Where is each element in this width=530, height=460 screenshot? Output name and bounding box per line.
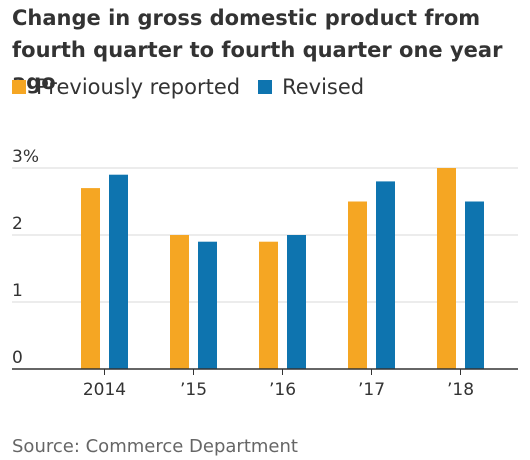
y-tick-label-0: 0 <box>12 348 23 368</box>
x-tick-label-2: ’16 <box>269 380 296 400</box>
bar-revised-0 <box>109 174 128 369</box>
bar-revised-4 <box>465 201 484 369</box>
bar-revised-1 <box>198 241 217 369</box>
y-tick-label-2: 2 <box>12 214 23 234</box>
bar-previously-reported-1 <box>170 235 189 369</box>
bar-revised-3 <box>376 181 395 369</box>
x-tick-label-4: ’18 <box>447 380 474 400</box>
legend-item-revised: Revised <box>258 75 364 99</box>
x-tick-label-3: ’17 <box>358 380 385 400</box>
y-tick-label-1: 1 <box>12 281 23 301</box>
legend-item-previously-reported: Previously reported <box>12 75 240 99</box>
source-note: Source: Commerce Department <box>12 436 298 457</box>
chart-title: Change in gross domestic product from fo… <box>12 6 503 94</box>
y-tick-label-3: 3% <box>12 147 39 167</box>
bar-previously-reported-4 <box>437 168 456 369</box>
legend-swatch-revised <box>258 80 273 94</box>
legend-swatch-previously-reported <box>12 80 26 94</box>
x-tick-label-0: 2014 <box>83 380 126 400</box>
bar-previously-reported-0 <box>81 188 100 369</box>
bar-previously-reported-2 <box>259 241 278 369</box>
bar-previously-reported-3 <box>348 201 367 369</box>
bar-revised-2 <box>287 235 306 369</box>
legend-label-revised: Revised <box>282 75 365 99</box>
chart-legend: Previously reported Revised <box>12 72 382 102</box>
legend-label-previously-reported: Previously reported <box>36 75 241 99</box>
x-tick-label-1: ’15 <box>180 380 207 400</box>
